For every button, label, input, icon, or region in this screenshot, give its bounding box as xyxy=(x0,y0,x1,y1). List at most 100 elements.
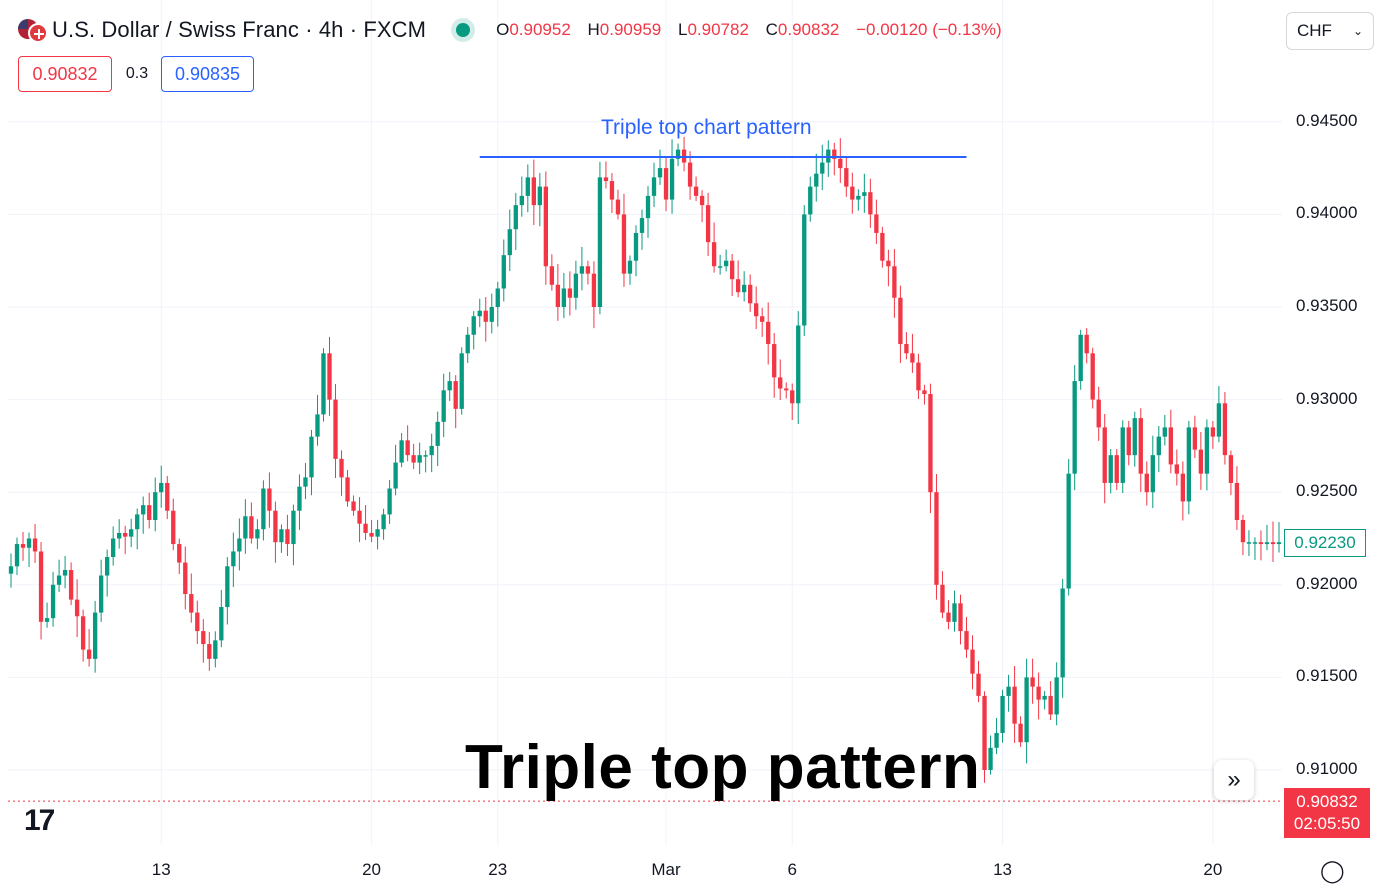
candle-down xyxy=(754,303,759,317)
candle-down xyxy=(735,279,741,293)
current-price-tag: 0.90832 02:05:50 xyxy=(1284,788,1370,838)
candle-down xyxy=(880,232,885,261)
open-value: 0.90952 xyxy=(509,20,571,39)
ohlc-values: O0.90952 H0.90959 L0.90782 C0.90832 −0.0… xyxy=(496,20,1014,40)
candle-down xyxy=(123,532,128,537)
time-tick-label: 20 xyxy=(1203,860,1223,879)
candle-up xyxy=(1150,455,1155,493)
candle-down xyxy=(699,195,705,206)
candle-down xyxy=(892,266,897,298)
candle-up xyxy=(1066,473,1071,589)
candle-up xyxy=(489,307,494,322)
candle-up xyxy=(513,205,518,230)
candle-up xyxy=(26,538,32,548)
candle-down xyxy=(1258,542,1264,545)
candle-down xyxy=(327,353,332,400)
candle-down xyxy=(333,399,338,459)
candle-down xyxy=(1168,427,1173,465)
candle-down xyxy=(1240,519,1246,543)
chart-settings-icon[interactable]: ◯ xyxy=(1320,858,1345,883)
candle-up xyxy=(159,482,164,493)
tradingview-logo-icon[interactable]: 17 xyxy=(24,804,55,837)
candle-up xyxy=(117,532,122,539)
candle-up xyxy=(129,529,134,537)
candle-down xyxy=(844,168,849,187)
candle-down xyxy=(940,584,945,613)
buy-price-button[interactable]: 0.90835 xyxy=(161,56,254,92)
candle-up xyxy=(657,168,663,178)
candle-down xyxy=(1102,427,1107,483)
candle-up xyxy=(243,516,248,539)
candle-down xyxy=(1012,686,1017,724)
candle-down xyxy=(80,616,86,650)
candle-down xyxy=(603,177,609,182)
candle-down xyxy=(1084,334,1089,354)
currency-selector[interactable]: CHF ⌄ xyxy=(1286,12,1374,50)
candle-down xyxy=(621,214,627,274)
candle-down xyxy=(729,260,735,280)
candle-down xyxy=(549,266,555,285)
candle-up xyxy=(429,445,434,456)
candle-up xyxy=(1108,455,1113,483)
candle-up xyxy=(862,192,867,196)
candle-down xyxy=(38,551,44,622)
candle-up xyxy=(213,640,218,659)
trendline-label: Triple top chart pattern xyxy=(601,116,812,139)
candle-down xyxy=(32,538,38,552)
candle-up xyxy=(1120,427,1125,483)
candle-down xyxy=(1114,455,1119,483)
candle-down xyxy=(74,599,80,617)
candle-up xyxy=(1246,542,1252,544)
candle-down xyxy=(195,612,200,632)
candle-up xyxy=(1216,403,1222,437)
candle-up xyxy=(1006,686,1011,696)
candle-down xyxy=(838,158,843,169)
candle-down xyxy=(868,192,873,215)
candle-up xyxy=(387,488,392,515)
candle-down xyxy=(1174,464,1179,474)
candle-up xyxy=(501,255,506,289)
price-tick-label: 0.94000 xyxy=(1296,203,1358,223)
candle-up xyxy=(1072,381,1077,474)
candle-up xyxy=(820,162,825,174)
candle-up xyxy=(1252,542,1258,544)
candle-down xyxy=(964,631,969,650)
candle-down xyxy=(663,168,669,200)
candle-up xyxy=(92,612,98,659)
candle-up xyxy=(723,260,729,267)
candle-up xyxy=(988,747,993,770)
candle-down xyxy=(531,177,536,206)
candle-up xyxy=(645,195,651,219)
candle-up xyxy=(219,607,224,641)
candle-up xyxy=(279,529,284,543)
candle-up xyxy=(814,173,819,187)
bar-countdown: 02:05:50 xyxy=(1293,814,1361,833)
candle-down xyxy=(86,649,92,659)
candle-down xyxy=(687,162,693,187)
candle-down xyxy=(904,344,909,354)
candle-up xyxy=(525,177,530,196)
candle-down xyxy=(946,612,951,622)
candle-down xyxy=(405,440,410,456)
candle-up xyxy=(297,486,302,511)
candle-down xyxy=(1096,399,1101,428)
candle-down xyxy=(189,594,194,613)
symbol-title[interactable]: U.S. Dollar / Swiss Franc · 4h · FXCM xyxy=(52,17,427,42)
candle-down xyxy=(922,390,927,395)
price-tick-label: 0.93500 xyxy=(1296,296,1358,315)
sell-price-button[interactable]: 0.90832 xyxy=(18,56,112,92)
candle-up xyxy=(56,575,62,585)
candle-up xyxy=(627,260,633,274)
candle-down xyxy=(790,390,795,404)
candle-down xyxy=(369,532,374,537)
candle-up xyxy=(153,492,158,520)
candle-up xyxy=(309,436,314,478)
candle-down xyxy=(772,344,777,378)
candle-up xyxy=(44,618,50,622)
candle-down xyxy=(1234,482,1240,520)
candle-up xyxy=(135,514,140,530)
candle-up xyxy=(561,288,567,307)
scroll-to-realtime-button[interactable]: » xyxy=(1214,760,1254,800)
change-value: −0.00120 (−0.13%) xyxy=(856,20,1002,39)
